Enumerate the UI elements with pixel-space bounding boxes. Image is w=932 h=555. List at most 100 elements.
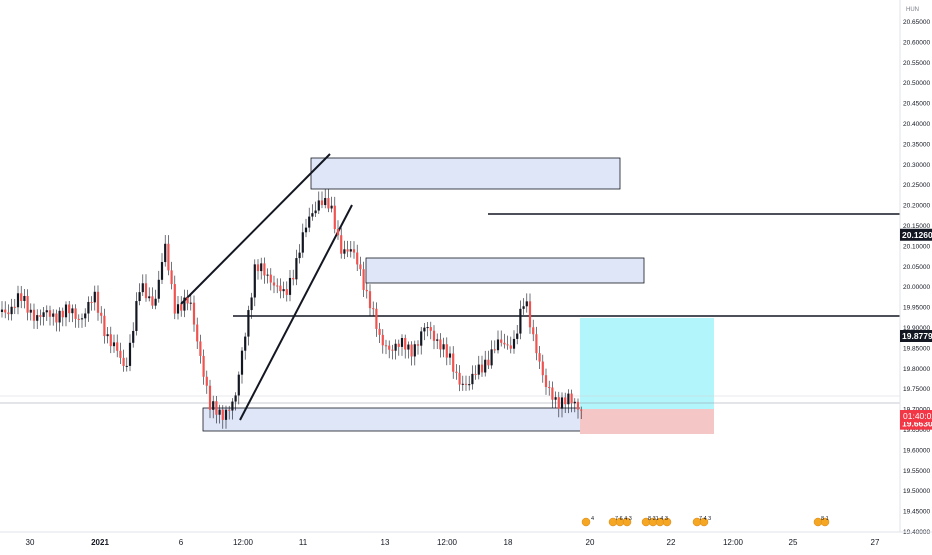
candle-body <box>404 338 407 350</box>
candle-body <box>464 383 468 385</box>
candle-body <box>151 296 154 306</box>
event-flag-5[interactable]: 8 1 <box>813 516 830 527</box>
event-flag-icon <box>699 517 709 527</box>
event-flag-text: 4 <box>591 516 594 522</box>
candle-body <box>112 342 116 347</box>
candle-body <box>560 397 564 409</box>
candle-body <box>448 353 452 358</box>
candle-body <box>362 269 365 290</box>
candle-body <box>429 327 432 331</box>
price-tag-label: 19.66306 <box>902 419 932 429</box>
candle-body <box>84 313 87 319</box>
event-flag-4[interactable]: 7 4 3 <box>692 516 711 527</box>
candle-body <box>90 301 93 303</box>
price-tag-label: 19.87795 <box>902 331 932 341</box>
price-tick-label: 20.30000 <box>903 162 930 169</box>
candle-body <box>138 292 141 302</box>
trend-line-upper[interactable] <box>180 153 331 305</box>
candle-body <box>506 344 509 346</box>
candle-body <box>32 309 36 321</box>
candles-layer <box>0 189 583 429</box>
candle-body <box>247 310 250 337</box>
time-label-30: 30 <box>26 538 35 547</box>
candle-body <box>368 291 372 309</box>
long-position-stop-zone[interactable] <box>580 409 714 434</box>
candle-body <box>493 349 496 351</box>
candle-body <box>570 393 573 404</box>
candle-body <box>221 409 224 420</box>
candle-body <box>436 339 439 341</box>
price-tick-label: 20.45000 <box>903 101 930 108</box>
event-flag-2[interactable]: 7 6 4 3 <box>608 516 632 527</box>
time-label-1200-c: 12:00 <box>723 538 744 547</box>
candle-body <box>474 373 477 375</box>
candle-body <box>468 384 471 386</box>
long-position-target-zone[interactable] <box>580 318 714 409</box>
time-label-1200-a: 12:00 <box>233 538 254 547</box>
candle-body <box>29 309 32 313</box>
price-tick-label: 20.50000 <box>903 80 930 87</box>
candle-body <box>228 409 231 411</box>
candle-body <box>346 249 349 252</box>
candle-body <box>288 277 292 295</box>
candle-body <box>77 318 80 320</box>
drawings-layer <box>0 153 900 421</box>
candle-body <box>132 330 135 343</box>
price-tick-label: 19.55000 <box>903 468 930 475</box>
candle-body <box>400 338 404 347</box>
candle-body <box>416 344 420 346</box>
candle-body <box>336 229 340 236</box>
price-axis[interactable]: HUN 20.65000 20.60000 20.55000 20.50000 20.4… <box>899 0 932 550</box>
candle-body <box>343 249 346 254</box>
event-flag-text: 7 6 4 3 <box>615 516 632 522</box>
candle-body <box>554 397 557 400</box>
candle-body <box>442 344 445 350</box>
candle-body <box>199 341 202 356</box>
price-tick-label: 20.00000 <box>903 284 930 291</box>
candle-body <box>471 373 474 385</box>
candle-body <box>10 306 13 315</box>
price-tick-label: 20.10000 <box>903 243 930 250</box>
candle-body <box>93 291 96 303</box>
candle-body <box>525 301 528 307</box>
candle-body <box>192 302 196 325</box>
candle-body <box>340 235 343 254</box>
candle-body <box>106 334 109 337</box>
candle-body <box>496 339 500 351</box>
time-axis[interactable]: 30 2021 6 12:00 11 13 12:00 18 20 22 12:… <box>0 531 932 547</box>
economic-events[interactable]: 4 7 6 4 3 8 31 4 3 7 4 3 <box>581 516 830 527</box>
candle-body <box>231 401 234 411</box>
candle-body <box>202 355 205 377</box>
candle-body <box>0 309 4 312</box>
candle-body <box>87 301 90 314</box>
candle-body <box>186 297 189 304</box>
event-flag-3[interactable]: 8 31 4 3 <box>641 516 672 527</box>
candle-body <box>100 312 103 316</box>
supply-zone-middle[interactable] <box>365 257 645 284</box>
candle-body <box>576 401 580 410</box>
trend-line-lower[interactable] <box>239 204 353 421</box>
supply-zone-upper[interactable] <box>310 157 621 190</box>
candle-body <box>484 359 487 373</box>
candle-body <box>423 327 426 332</box>
candle-body <box>260 263 263 272</box>
candle-body <box>183 297 186 311</box>
price-tick-label: 19.90000 <box>903 325 930 332</box>
candle-body <box>125 365 128 367</box>
time-label-22: 22 <box>667 538 676 547</box>
candle-body <box>480 364 484 373</box>
event-flag-1[interactable]: 4 <box>581 516 594 527</box>
candle-body <box>42 312 45 317</box>
price-tick-label: 19.60000 <box>903 447 930 454</box>
candle-body <box>148 296 151 299</box>
countdown-text: 01:40:02 <box>903 411 932 421</box>
price-tag-label: 20.12608 <box>902 230 932 240</box>
candle-body <box>276 285 279 287</box>
candle-body <box>36 315 39 321</box>
candle-body <box>116 342 119 351</box>
event-flag-icon <box>622 517 632 527</box>
price-tag-background <box>900 228 932 241</box>
demand-zone-lower[interactable] <box>202 407 638 432</box>
